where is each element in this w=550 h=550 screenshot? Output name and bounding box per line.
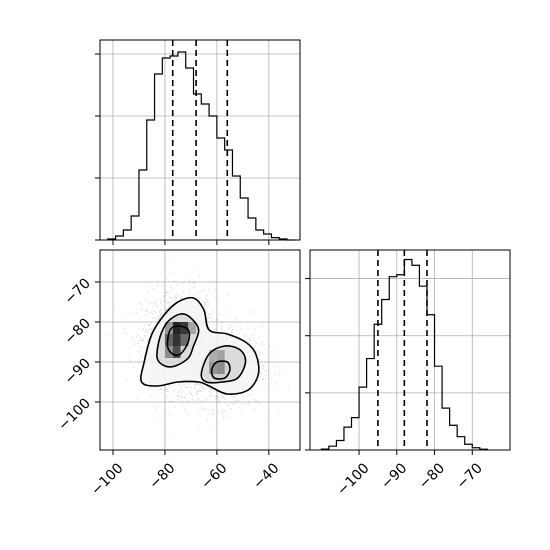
density-cell [164, 334, 173, 346]
y-marginal-axes-frame [309, 249, 511, 451]
joint-axes-frame [99, 249, 301, 451]
density-cell [172, 322, 181, 334]
x-tick-label: −90 [378, 460, 410, 492]
x-tick-label: −80 [416, 460, 448, 492]
joint-contours [140, 296, 260, 395]
x-marginal-grid [100, 40, 300, 241]
x-tick-label: −60 [198, 460, 230, 492]
y-marginal-quantile-lines [377, 250, 428, 450]
y-marginal-ticks: −100 −90 −80 −70 [305, 278, 486, 499]
contour-line [156, 313, 200, 368]
contour-line [166, 325, 191, 357]
density-cell [216, 362, 225, 374]
x-marginal-histogram [107, 51, 295, 241]
contour-line [200, 345, 247, 384]
x-marginal-histogram-panel [95, 39, 301, 245]
density-cell [188, 322, 197, 334]
density-cell [164, 322, 173, 334]
contour-line [140, 296, 260, 395]
y-marginal-grid [310, 250, 510, 451]
y-tick-label: −100 [55, 396, 94, 435]
x-tick-label: −100 [334, 460, 373, 499]
x-marginal-ticks [95, 53, 270, 245]
density-cell [172, 346, 181, 358]
y-tick-label: −80 [62, 316, 94, 348]
x-tick-label: −80 [146, 460, 178, 492]
x-marginal-quantile-lines [171, 40, 229, 240]
x-tick-label: −40 [250, 460, 282, 492]
y-tick-label: −70 [62, 276, 94, 308]
density-cell [216, 350, 225, 362]
x-tick-label: −70 [454, 460, 486, 492]
scatter-points [109, 259, 290, 436]
contour-line [210, 360, 231, 380]
y-marginal-histogram [320, 258, 488, 450]
joint-density-panel: −100 −80 −60 −40 −70 −80 −90 −100 [55, 249, 301, 499]
density-cell [172, 334, 181, 346]
x-tick-label: −100 [88, 460, 127, 499]
joint-scatter-points [109, 259, 290, 436]
x-marginal-axes-frame [99, 39, 301, 241]
y-tick-label: −90 [62, 356, 94, 388]
histogram-step-line [107, 51, 295, 241]
density-cell [164, 346, 173, 358]
density-cell [180, 334, 189, 346]
density-cell [209, 350, 217, 362]
histogram-step-line [320, 258, 488, 450]
y-marginal-histogram-panel: −100 −90 −80 −70 [305, 249, 511, 499]
